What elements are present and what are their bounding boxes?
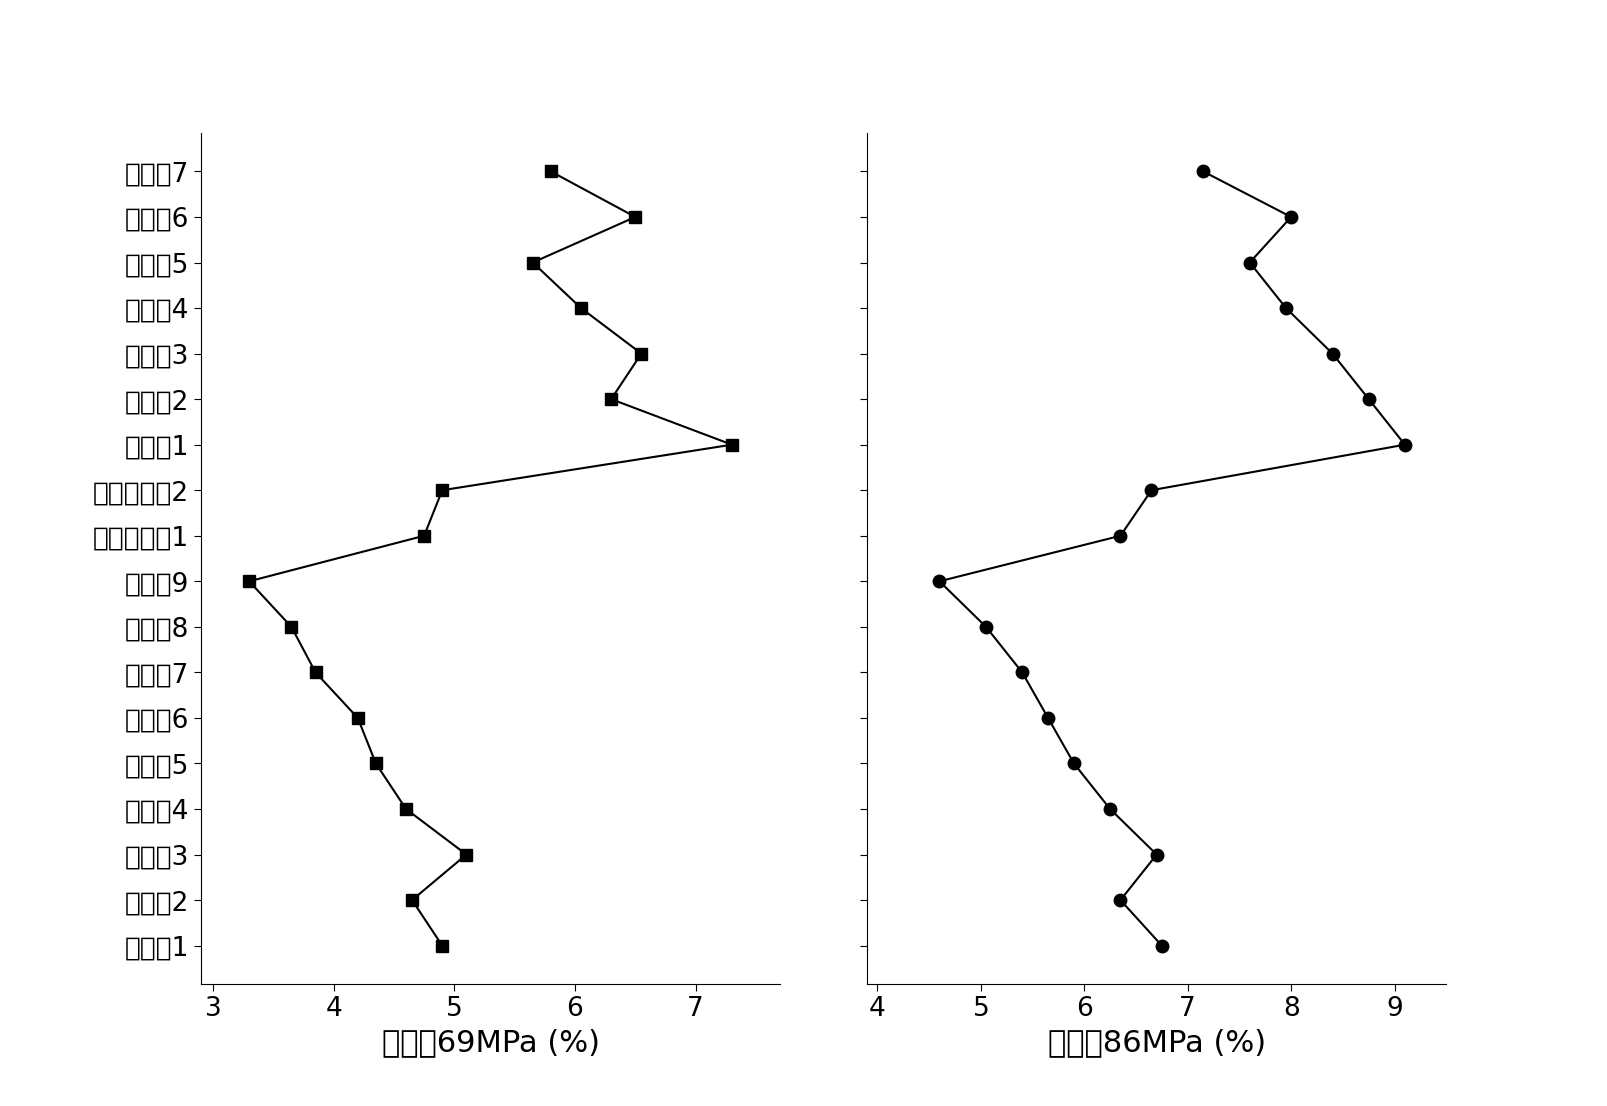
- X-axis label: 破碎率69MPa (%): 破碎率69MPa (%): [381, 1027, 599, 1056]
- X-axis label: 破碎率86MPa (%): 破碎率86MPa (%): [1048, 1027, 1266, 1056]
